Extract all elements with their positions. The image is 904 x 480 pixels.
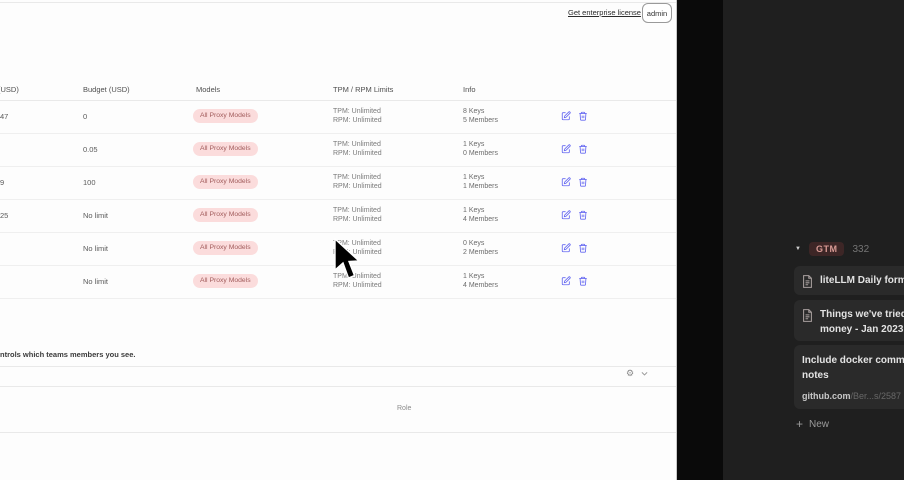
limits-value: TPM: Unlimited RPM: Unlimited xyxy=(333,108,382,124)
delete-team-icon[interactable] xyxy=(578,111,588,121)
collapsed-settings-row: ⚙ xyxy=(626,369,649,378)
get-enterprise-license-link[interactable]: Get enterprise license xyxy=(568,8,641,17)
limits-value: TPM: Unlimited RPM: Unlimited xyxy=(333,207,382,223)
new-task-label: New xyxy=(809,418,830,430)
divider xyxy=(0,386,676,387)
info-value: 1 Keys 0 Members xyxy=(463,141,499,157)
column-header-info: Info xyxy=(463,85,476,94)
delete-team-icon[interactable] xyxy=(578,210,588,220)
task-card-title: liteLLM Daily forma xyxy=(820,275,904,286)
info-value: 1 Keys 4 Members xyxy=(463,207,499,223)
task-card-title: Things we've tried money - Jan 2023 xyxy=(820,309,904,335)
budget-value: No limit xyxy=(83,277,109,286)
edit-team-icon[interactable] xyxy=(561,276,571,286)
spend-value: 25 xyxy=(0,211,9,220)
document-icon xyxy=(803,309,812,322)
info-value: 1 Keys 1 Members xyxy=(463,174,499,190)
task-card[interactable]: Include docker comma notes github.com/Be… xyxy=(794,345,904,409)
gtm-group-header[interactable]: ▼ GTM 332 xyxy=(795,242,869,256)
gtm-group-badge: GTM xyxy=(808,242,845,256)
divider xyxy=(0,366,676,367)
side-panel: ▼ GTM 332 liteLLM Daily forma Things we'… xyxy=(677,0,904,480)
gear-icon[interactable]: ⚙ xyxy=(626,368,635,378)
spend-value: 47 xyxy=(0,112,9,121)
admin-page: Get enterprise license admin (USD) Budge… xyxy=(0,0,677,480)
table-row: 0.05 All Proxy Models TPM: Unlimited RPM:… xyxy=(0,133,676,167)
divider xyxy=(0,432,676,433)
teams-table-header: (USD) Budget (USD) Models TPM / RPM Limi… xyxy=(0,62,676,101)
table-row: No limit All Proxy Models TPM: Unlimited… xyxy=(0,232,676,266)
info-value: 8 Keys 5 Members xyxy=(463,108,499,124)
delete-team-icon[interactable] xyxy=(578,144,588,154)
models-badge: All Proxy Models xyxy=(193,274,258,288)
limits-value: TPM: Unlimited RPM: Unlimited xyxy=(333,141,382,157)
info-value: 1 Keys 4 Members xyxy=(463,273,499,289)
budget-value: No limit xyxy=(83,244,109,253)
table-row: 9 100 All Proxy Models TPM: Unlimited RPM… xyxy=(0,166,676,200)
budget-value: 100 xyxy=(83,178,96,187)
column-header-limits: TPM / RPM Limits xyxy=(333,85,394,94)
task-card-link[interactable]: github.com/Ber...s/2587 xyxy=(802,391,902,401)
limits-value: TPM: Unlimited RPM: Unlimited xyxy=(333,174,382,190)
column-header-budget: Budget (USD) xyxy=(83,85,130,94)
teams-note-text: ntrols which teams members you see. xyxy=(0,350,136,359)
plus-icon: + xyxy=(796,417,804,431)
edit-team-icon[interactable] xyxy=(561,111,571,121)
models-badge: All Proxy Models xyxy=(193,109,258,123)
edit-team-icon[interactable] xyxy=(561,210,571,220)
column-header-models: Models xyxy=(196,85,221,94)
role-column-header: Role xyxy=(397,405,412,412)
models-badge: All Proxy Models xyxy=(193,175,258,189)
models-badge: All Proxy Models xyxy=(193,142,258,156)
models-badge: All Proxy Models xyxy=(193,241,258,255)
delete-team-icon[interactable] xyxy=(578,177,588,187)
admin-user-button[interactable]: admin xyxy=(642,3,672,23)
triangle-down-icon[interactable]: ▼ xyxy=(795,246,801,252)
spend-value: 9 xyxy=(0,178,5,187)
edit-team-icon[interactable] xyxy=(561,177,571,187)
table-row: 25 No limit All Proxy Models TPM: Unlimi… xyxy=(0,199,676,233)
divider xyxy=(0,2,676,3)
task-card-title: Include docker comma notes xyxy=(802,355,904,381)
column-header-spend: (USD) xyxy=(0,85,19,94)
budget-value: No limit xyxy=(83,211,109,220)
budget-value: 0 xyxy=(83,112,88,121)
delete-team-icon[interactable] xyxy=(578,243,588,253)
gtm-group-count: 332 xyxy=(852,243,870,255)
info-value: 0 Keys 2 Members xyxy=(463,240,499,256)
task-card[interactable]: Things we've tried money - Jan 2023 xyxy=(794,300,904,341)
chevron-down-icon[interactable] xyxy=(640,369,649,378)
new-task-button[interactable]: + New xyxy=(796,418,829,430)
table-row: 47 0 All Proxy Models TPM: Unlimited RPM:… xyxy=(0,100,676,134)
edit-team-icon[interactable] xyxy=(561,243,571,253)
budget-value: 0.05 xyxy=(83,145,98,154)
table-row: No limit All Proxy Models TPM: Unlimited… xyxy=(0,265,676,299)
models-badge: All Proxy Models xyxy=(193,208,258,222)
side-panel-gutter xyxy=(677,0,723,480)
edit-team-icon[interactable] xyxy=(561,144,571,154)
limits-value: TPM: Unlimited RPM: Unlimited xyxy=(333,273,382,289)
task-card[interactable]: liteLLM Daily forma xyxy=(794,266,904,295)
delete-team-icon[interactable] xyxy=(578,276,588,286)
limits-value: TPM: Unlimited RPM: Unlimited xyxy=(333,240,382,256)
document-icon xyxy=(803,275,812,288)
